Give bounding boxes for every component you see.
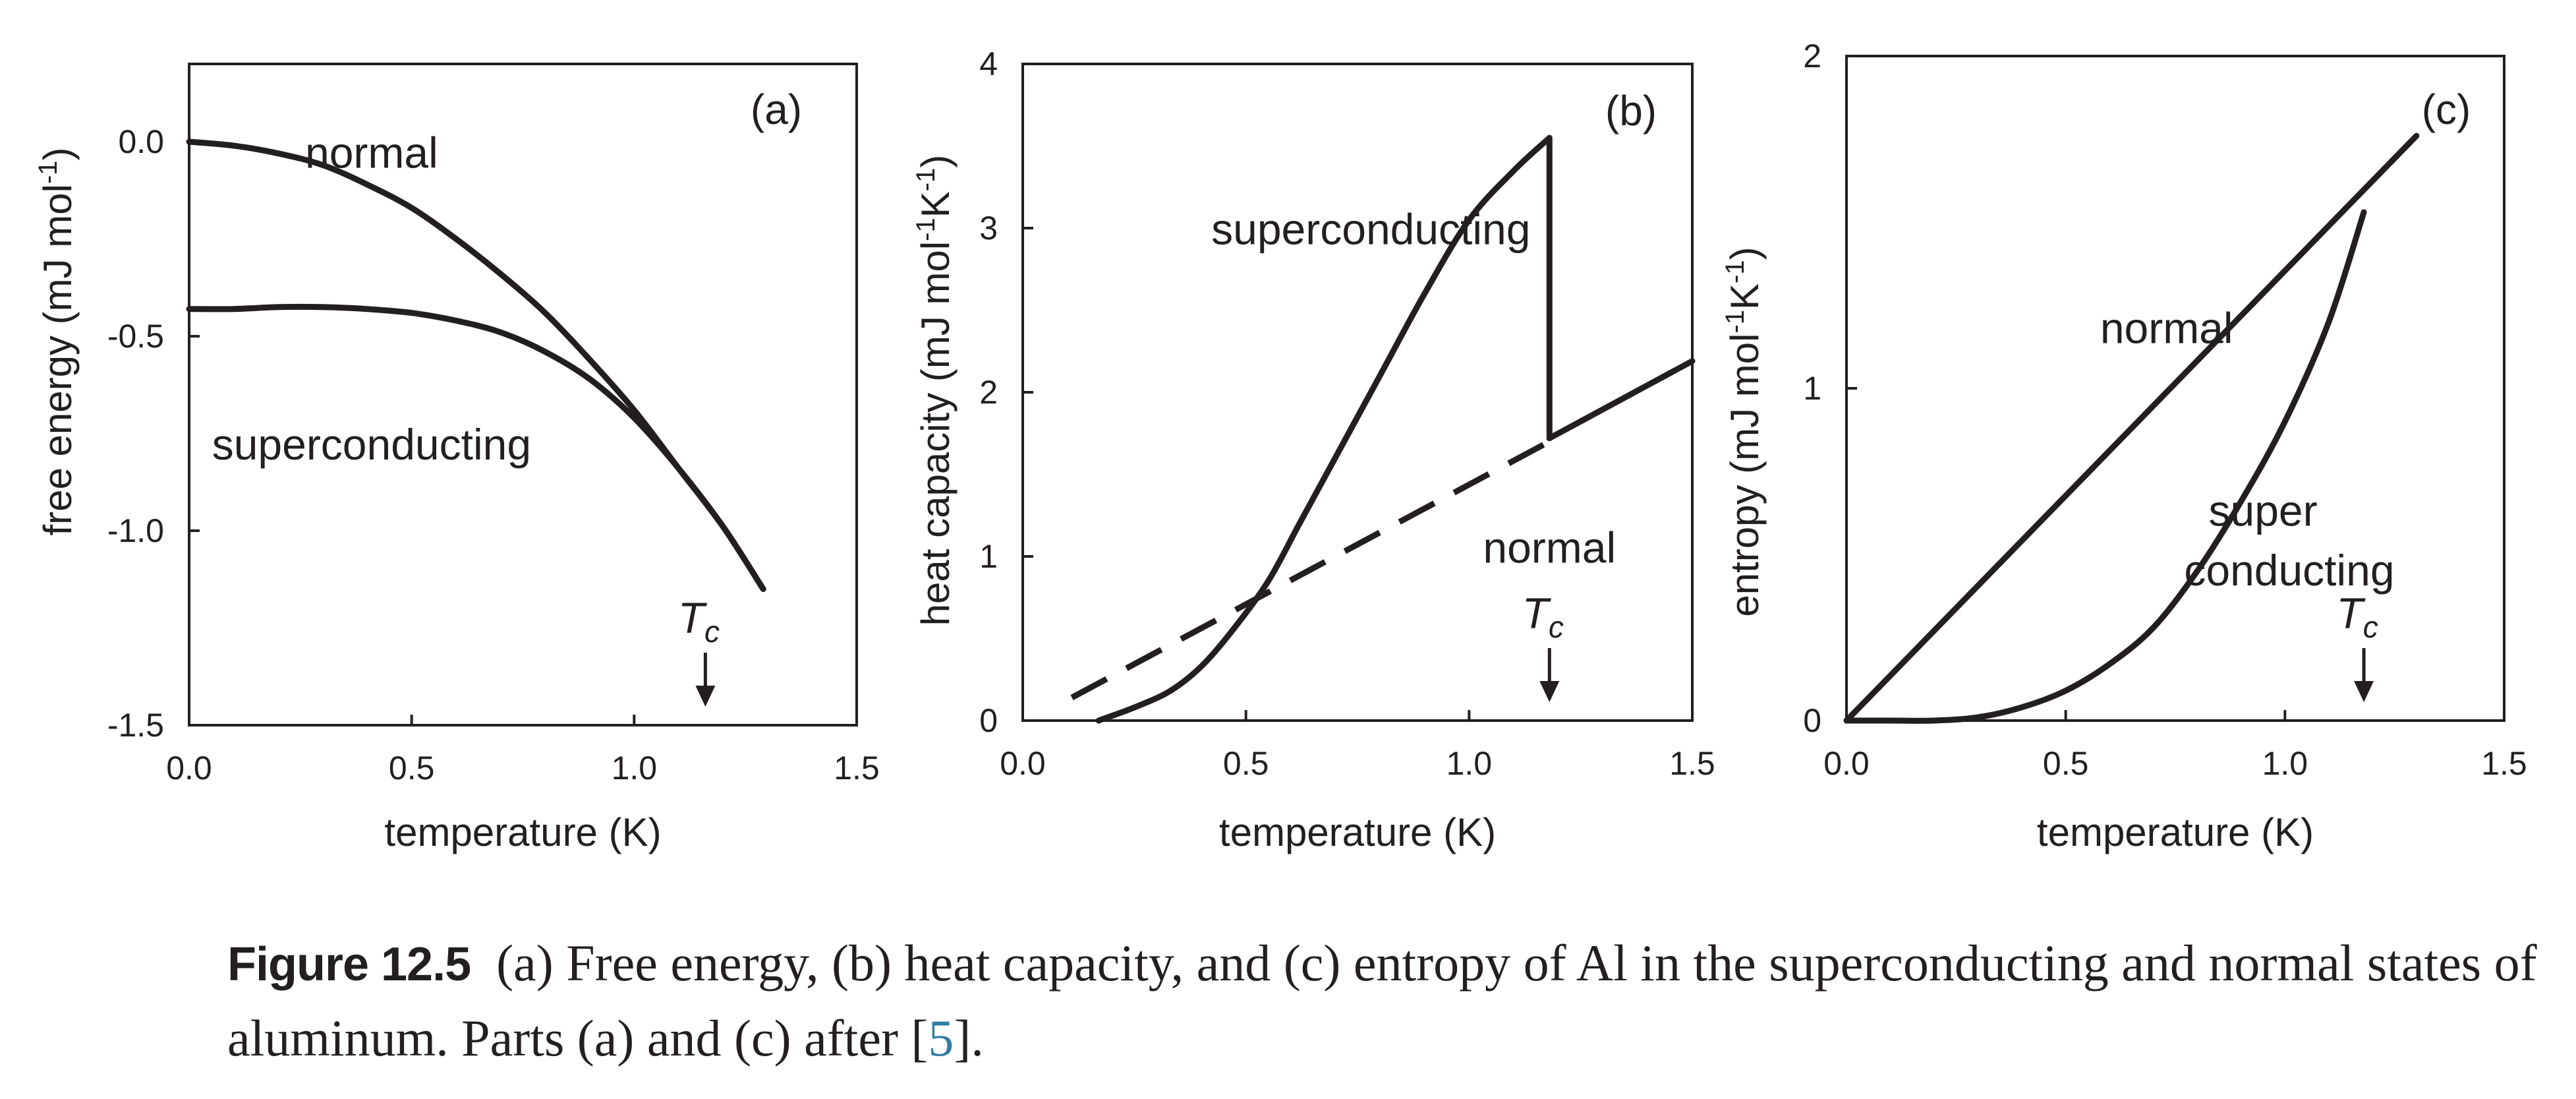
series-normal-line (1546, 358, 1696, 442)
superscript: -1 (911, 168, 940, 192)
tc-arrow-head (695, 686, 716, 707)
chart-panel-3: 0.0 0.5 1.0 1.5 0 1 2 temperature (K) entropy (m… (1721, 38, 2527, 854)
x-tick-label: 0.5 (1223, 745, 1269, 782)
superscript: -1 (1721, 260, 1750, 283)
plot-frame (188, 63, 858, 727)
label-part: ) (1723, 247, 1767, 260)
y-tick-label: 0 (979, 702, 998, 739)
y-tick-label: 1 (979, 538, 998, 575)
y-tick-label: -1.0 (107, 512, 164, 549)
label-part: entropy (mJ mol (1723, 334, 1767, 617)
x-tick-label: 1.0 (612, 750, 658, 787)
tc-label: Tc (678, 593, 720, 649)
chart-panel-2: 0.0 0.5 1.0 1.5 0 1 2 3 4 temperature (K) heat cap… (911, 45, 1715, 854)
chart-panel-1: 0.0 0.5 1.0 1.5 0.0 -0.5 -1.0 -1.5 temperature (… (34, 63, 880, 854)
caption-text: (a) Free energy, (b) heat capacity, and … (227, 934, 2537, 1067)
x-tick-label: 0.0 (1823, 745, 1870, 782)
label-part: ) (913, 155, 958, 168)
label-part: ) (36, 147, 80, 160)
y-tick-label: 0.0 (118, 123, 164, 160)
y-axis-title: entropy (mJ mol-1K-1) (1721, 247, 1767, 616)
panel-label: (a) (751, 86, 802, 133)
panel-label: (c) (2422, 86, 2471, 133)
series-superconducting-line (1095, 134, 1553, 724)
y-tick-label: 4 (979, 45, 998, 82)
y-tick-label: -1.5 (107, 707, 164, 744)
caption-label: Figure 12.5 (227, 938, 471, 991)
series-normal-dashed-line (1070, 438, 1551, 701)
label-part: free energy (mJ mol (36, 184, 80, 536)
series-superconducting-line (186, 303, 766, 592)
x-axis-title: temperature (K) (2037, 810, 2314, 854)
annotation-label: normal (305, 129, 438, 177)
caption-end: ]. (954, 1009, 984, 1067)
superscript: -1 (1721, 310, 1750, 334)
y-tick-label: 2 (1803, 38, 1821, 74)
x-tick-label: 1.0 (1446, 745, 1493, 782)
label-part: K (913, 191, 958, 218)
figure-caption: Figure 12.5 (a) Free energy, (b) heat ca… (227, 926, 2560, 1075)
x-tick-label: 1.5 (2481, 745, 2527, 782)
annotation-label: normal (1483, 523, 1616, 572)
x-tick-label: 0.0 (166, 750, 212, 787)
annotation-label: superconducting (1211, 204, 1530, 253)
tc-subscript: c (704, 614, 720, 649)
tc-arrow-head (2354, 681, 2374, 702)
x-axis-title: temperature (K) (1219, 810, 1496, 854)
x-tick-label: 0.0 (1000, 745, 1046, 782)
caption-reference-link[interactable]: 5 (928, 1009, 954, 1067)
y-tick-label: 2 (979, 374, 998, 411)
annotation-label: conducting (2184, 546, 2394, 595)
y-axis-title: heat capacity (mJ mol-1K-1) (911, 155, 958, 626)
y-axis-title: free energy (mJ mol-1) (34, 147, 80, 535)
superscript: -1 (34, 160, 63, 184)
tc-subscript: c (1549, 610, 1564, 644)
plot-frame (1021, 63, 1694, 722)
x-tick-label: 1.5 (834, 750, 880, 787)
tc-label: Tc (2336, 589, 2378, 644)
x-tick-label: 1.5 (1669, 745, 1715, 782)
series-normal-line (1843, 133, 2420, 724)
superscript: -1 (911, 218, 940, 241)
annotation-label: super (2209, 486, 2318, 535)
x-tick-label: 0.5 (389, 750, 435, 787)
y-tick-label: 0 (1803, 702, 1821, 739)
y-tick-label: -0.5 (107, 318, 164, 355)
annotation-label: superconducting (212, 420, 531, 469)
series-normal-line (186, 138, 766, 592)
tc-arrow-head (1539, 681, 1560, 702)
y-tick-label: 3 (979, 210, 998, 247)
figure-charts: 0.0 0.5 1.0 1.5 0.0 -0.5 -1.0 -1.5 temperature (… (34, 38, 2527, 854)
tc-label: Tc (1522, 589, 1564, 644)
x-tick-label: 0.5 (2043, 745, 2089, 782)
y-tick-label: 1 (1803, 370, 1821, 407)
x-axis-title: temperature (K) (384, 810, 661, 854)
x-tick-label: 1.0 (2262, 745, 2308, 782)
panel-label: (b) (1605, 87, 1657, 134)
annotation-label: normal (2100, 303, 2233, 352)
label-part: heat capacity (mJ mol (913, 241, 958, 626)
label-part: K (1723, 283, 1767, 310)
tc-subscript: c (2363, 610, 2378, 644)
series-super-conducting-line (1843, 209, 2367, 724)
